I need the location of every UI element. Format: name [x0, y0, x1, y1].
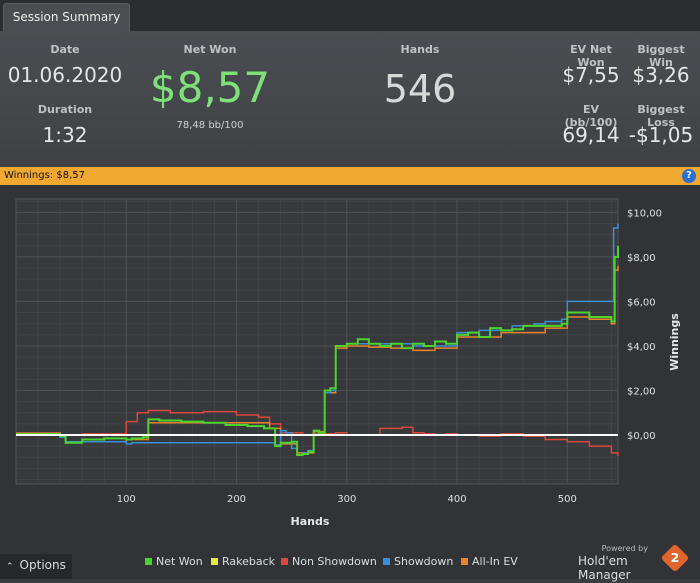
- summary-panel: Date 01.06.2020 Duration 1:32 Net Won $8…: [0, 31, 700, 167]
- legend-swatch: [383, 558, 390, 565]
- ev-bb-label: EV (bb/100): [564, 103, 618, 129]
- x-tick-label: 400: [447, 494, 466, 505]
- legend-label: Net Won: [156, 555, 203, 568]
- ev-net-won-label: EV Net Won: [570, 43, 612, 69]
- plot-background: [15, 198, 619, 485]
- date-label: Date: [50, 43, 80, 56]
- biggest-loss-label: Biggest Loss: [637, 103, 685, 129]
- help-icon[interactable]: ?: [682, 169, 696, 183]
- duration-value: 1:32: [42, 123, 88, 147]
- hm2-logo-icon: 2: [660, 543, 690, 573]
- y-tick-label: $0,00: [627, 431, 656, 442]
- legend-swatch: [281, 558, 288, 565]
- legend-item-non-showdown[interactable]: Non Showdown: [281, 555, 377, 568]
- y-axis-label: Winnings: [668, 313, 681, 371]
- hands-label: Hands: [400, 43, 440, 56]
- net-won-value: $8,57: [149, 63, 271, 112]
- y-tick-label: $6,00: [627, 297, 656, 308]
- x-tick-label: 100: [117, 494, 136, 505]
- y-tick-label: $8,00: [627, 253, 656, 264]
- winnings-chart: $0,00 $2,00 $4,00 $6,00 $8,00 $10,00 100 200 30…: [15, 198, 681, 528]
- grid: [16, 199, 618, 484]
- y-axis: $0,00 $2,00 $4,00 $6,00 $8,00 $10,00: [627, 208, 662, 442]
- chevron-up-icon: ⌃: [6, 562, 14, 572]
- tab-strip: Session Summary: [0, 0, 700, 31]
- x-tick-label: 500: [558, 494, 577, 505]
- date-value: 01.06.2020: [7, 63, 123, 87]
- x-tick-label: 300: [337, 494, 356, 505]
- series-line-net-won: [16, 245, 619, 457]
- legend-swatch: [211, 558, 218, 565]
- biggest-win-value: $3,26: [632, 63, 690, 87]
- legend-swatch: [145, 558, 152, 565]
- series-lines: [16, 223, 619, 457]
- legend-label: Showdown: [394, 555, 454, 568]
- net-won-label: Net Won: [183, 43, 237, 56]
- legend-item-rakeback[interactable]: Rakeback: [211, 555, 275, 568]
- biggest-loss-value: -$1,05: [628, 123, 694, 147]
- chart-area: $0,00 $2,00 $4,00 $6,00 $8,00 $10,00 100 200 30…: [0, 185, 700, 579]
- powered-by-text: Powered by: [601, 544, 648, 553]
- brand-logo: Powered by Hold'em Manager 2: [578, 543, 690, 582]
- tab-session-summary[interactable]: Session Summary: [3, 3, 130, 31]
- options-label: Options: [19, 558, 66, 572]
- y-tick-label: $4,00: [627, 342, 656, 353]
- legend-label: All-In EV: [472, 555, 518, 568]
- legend-swatch: [461, 558, 468, 565]
- legend-item-showdown[interactable]: Showdown: [383, 555, 453, 568]
- duration-label: Duration: [37, 103, 93, 116]
- brand-name: Hold'em Manager: [578, 554, 631, 582]
- winnings-text: Winnings: $8,57: [4, 170, 85, 181]
- biggest-win-label: Biggest Win: [637, 43, 685, 69]
- legend-label: Rakeback: [222, 555, 276, 568]
- y-tick-label: $10,00: [627, 208, 662, 219]
- hands-value: 546: [383, 67, 457, 111]
- bb100-value: 78,48 bb/100: [176, 120, 244, 131]
- winnings-bar: Winnings: $8,57 ?: [0, 167, 700, 185]
- x-axis: 100 200 300 400 500: [117, 494, 577, 505]
- x-axis-label: Hands: [291, 515, 330, 528]
- y-tick-label: $2,00: [627, 386, 656, 397]
- legend-item-all-in-ev[interactable]: All-In EV: [461, 555, 518, 568]
- ev-bb-value: 69,14: [562, 123, 620, 147]
- legend-item-net-won[interactable]: Net Won: [145, 555, 203, 568]
- logo-badge: 2: [670, 550, 680, 566]
- x-tick-label: 200: [227, 494, 246, 505]
- options-button[interactable]: ⌃ Options: [0, 554, 72, 579]
- legend-label: Non Showdown: [292, 555, 377, 568]
- ev-net-won-value: $7,55: [562, 63, 620, 87]
